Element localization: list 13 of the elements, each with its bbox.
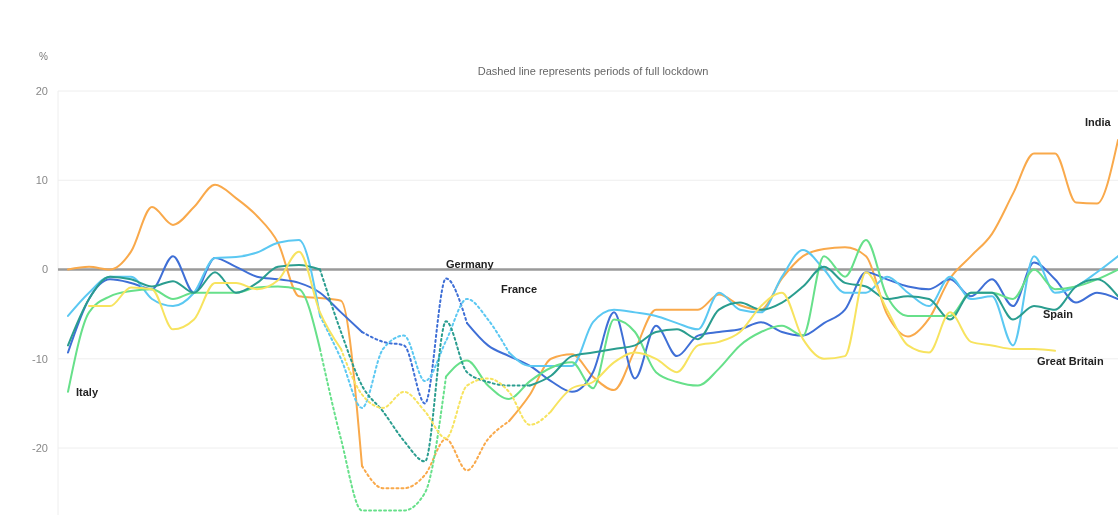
y-axis-title: %	[39, 51, 49, 62]
chart-subtitle: Dashed line represents periods of full lockdown	[477, 65, 709, 77]
text: France	[501, 282, 538, 295]
series-label: India	[1085, 116, 1112, 129]
y-tick-label: 10	[35, 174, 48, 187]
series-label: Italy	[76, 385, 99, 398]
y-tick-label: -10	[32, 352, 48, 365]
series-label: Spain	[1043, 307, 1074, 320]
series-label: Germany	[446, 258, 495, 271]
y-tick-label: -20	[32, 441, 48, 454]
series-label: Great Britain	[1037, 354, 1104, 367]
y-tick-label: 20	[35, 84, 48, 97]
y-tick-label: 0	[41, 263, 48, 276]
